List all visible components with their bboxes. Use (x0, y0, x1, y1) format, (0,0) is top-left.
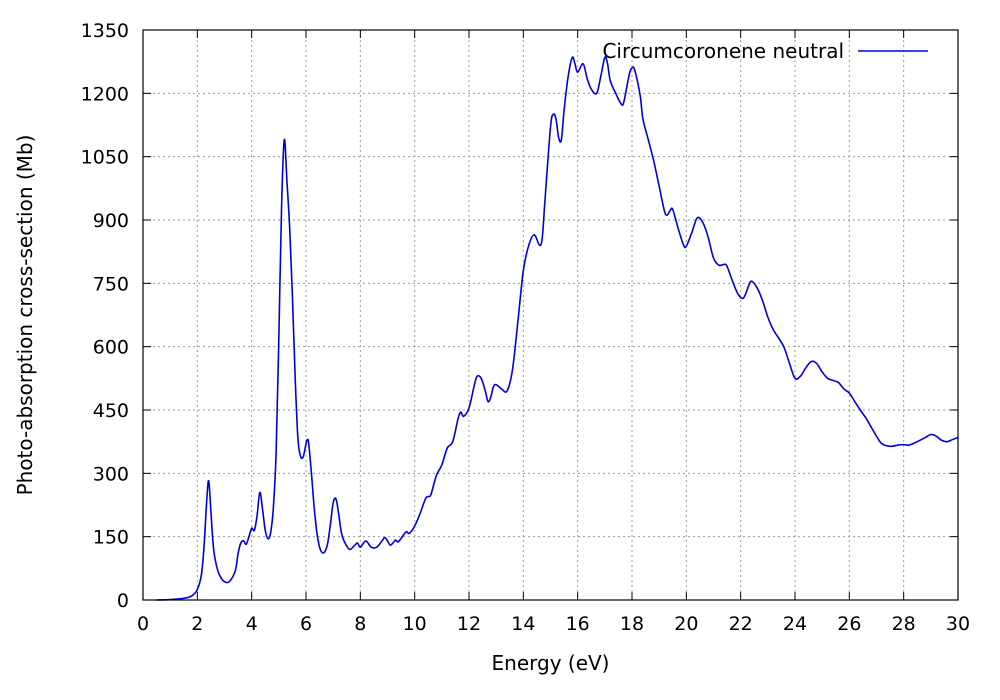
x-tick-label: 18 (620, 613, 644, 635)
y-tick-label: 1200 (81, 83, 129, 105)
x-tick-label: 6 (300, 613, 312, 635)
x-tick-label: 26 (837, 613, 861, 635)
x-tick-label: 10 (403, 613, 427, 635)
legend: Circumcoronene neutral (602, 39, 928, 63)
grid (143, 30, 958, 600)
y-tick-label: 0 (117, 590, 129, 612)
x-tick-label: 28 (892, 613, 916, 635)
x-axis-label: Energy (eV) (492, 651, 610, 675)
y-tick-labels: 0 150 300 450 600 750 900 1050 1200 1350 (81, 20, 129, 612)
x-tick-labels: 0 2 4 6 8 10 12 14 16 18 20 22 24 26 28 30 (137, 613, 970, 635)
y-tick-label: 900 (93, 210, 129, 232)
series-line-circumcoronene-neutral (156, 56, 959, 601)
y-tick-label: 300 (93, 463, 129, 485)
x-tick-label: 20 (674, 613, 698, 635)
x-tick-label: 22 (729, 613, 753, 635)
x-tick-label: 24 (783, 613, 807, 635)
y-tick-label: 1350 (81, 20, 129, 42)
x-tick-label: 2 (191, 613, 203, 635)
y-tick-label: 1050 (81, 147, 129, 169)
series-layer (156, 56, 959, 601)
x-tick-label: 4 (246, 613, 258, 635)
y-axis-label: Photo-absorption cross-section (Mb) (13, 135, 37, 496)
x-tick-label: 8 (354, 613, 366, 635)
x-tick-label: 12 (457, 613, 481, 635)
legend-label: Circumcoronene neutral (602, 39, 844, 63)
y-tick-label: 150 (93, 527, 129, 549)
plot-frame (142, 29, 959, 601)
y-tick-label: 600 (93, 337, 129, 359)
x-tick-label: 16 (566, 613, 590, 635)
y-tick-label: 750 (93, 273, 129, 295)
y-tick-label: 450 (93, 400, 129, 422)
x-tick-label: 30 (946, 613, 970, 635)
x-tick-label: 14 (511, 613, 535, 635)
x-tick-label: 0 (137, 613, 149, 635)
